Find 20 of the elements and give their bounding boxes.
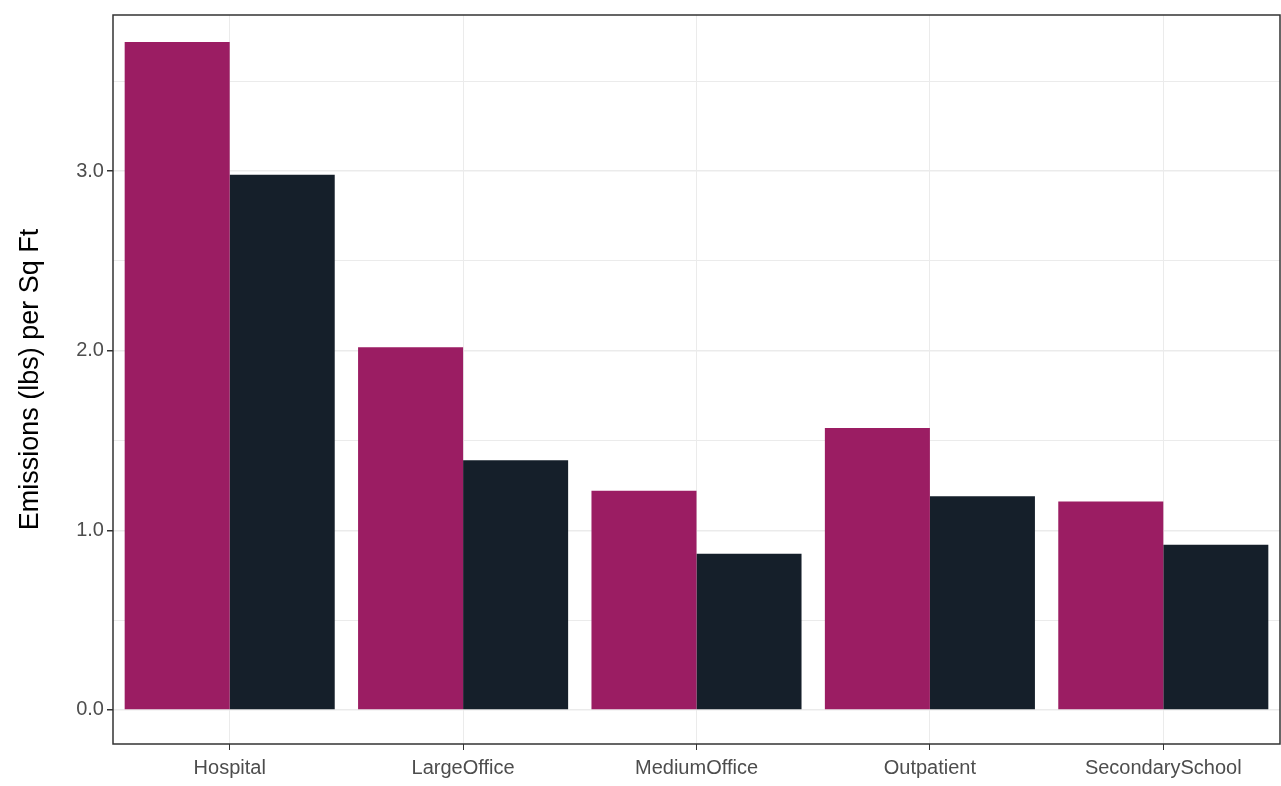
x-tick-label: Outpatient	[883, 755, 977, 778]
x-tick-label: Hospital	[193, 755, 266, 778]
bar	[124, 41, 230, 710]
y-tick-label: 3.0	[76, 158, 104, 181]
y-tick-label: 1.0	[76, 517, 104, 540]
y-axis-title: Emissions (lbs) per Sq Ft	[13, 228, 44, 531]
bar	[696, 553, 802, 710]
y-tick-label: 0.0	[76, 697, 104, 720]
y-tick-label: 2.0	[76, 338, 104, 361]
bar	[1058, 501, 1164, 710]
x-tick-label: SecondarySchool	[1084, 755, 1242, 778]
x-tick-label: LargeOffice	[411, 755, 515, 778]
bar	[229, 174, 335, 710]
bar	[358, 347, 464, 710]
bar	[463, 460, 569, 710]
bar	[824, 427, 930, 710]
bar	[591, 490, 697, 710]
bar	[1163, 544, 1269, 710]
x-tick-label: MediumOffice	[634, 755, 759, 778]
bar	[929, 496, 1035, 710]
